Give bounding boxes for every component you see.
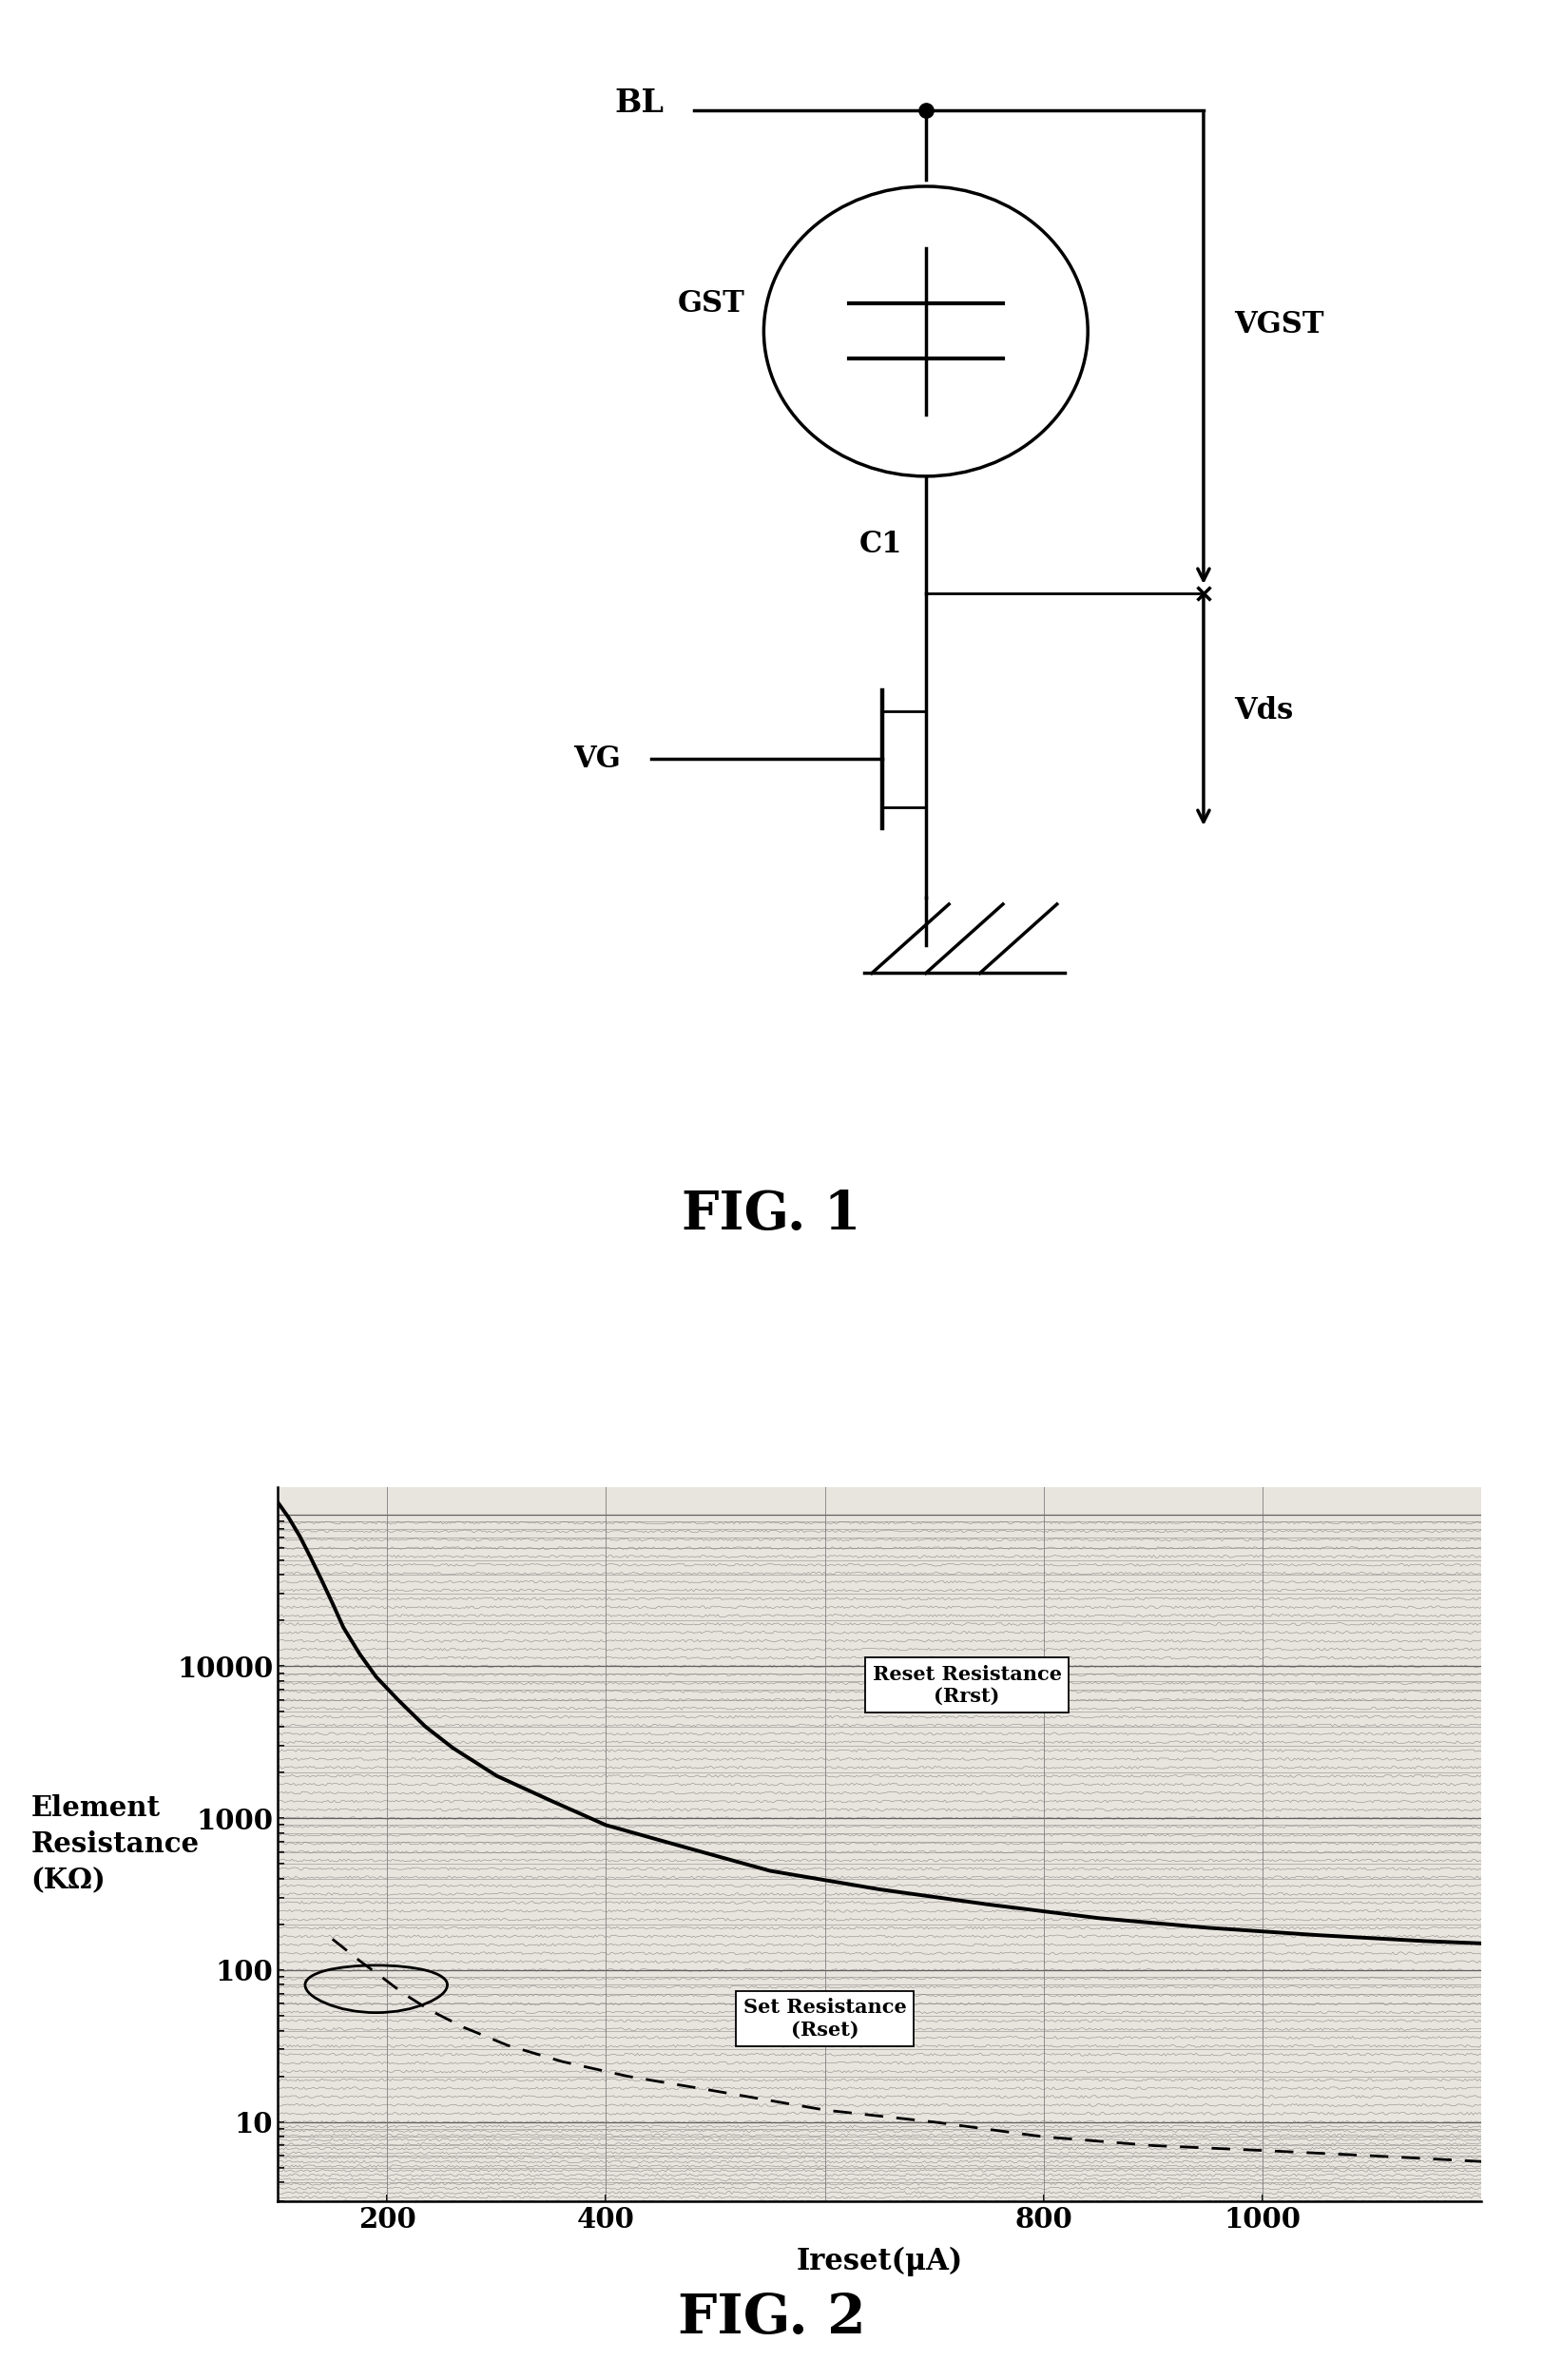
Text: Set Resistance
(Rset): Set Resistance (Rset) bbox=[744, 1997, 906, 2040]
X-axis label: Ireset(μA): Ireset(μA) bbox=[796, 2247, 963, 2278]
Text: GST: GST bbox=[677, 288, 745, 319]
Text: VGST: VGST bbox=[1234, 309, 1324, 338]
Text: FIG. 2: FIG. 2 bbox=[677, 2292, 866, 2344]
Text: C1: C1 bbox=[859, 531, 903, 559]
Text: Element
Resistance
(KΩ): Element Resistance (KΩ) bbox=[31, 1795, 199, 1894]
Text: VG: VG bbox=[572, 745, 620, 774]
Text: Reset Resistance
(Rrst): Reset Resistance (Rrst) bbox=[872, 1664, 1062, 1706]
Text: Vds: Vds bbox=[1234, 697, 1293, 726]
Text: BL: BL bbox=[614, 88, 663, 119]
Text: FIG. 1: FIG. 1 bbox=[682, 1188, 861, 1240]
